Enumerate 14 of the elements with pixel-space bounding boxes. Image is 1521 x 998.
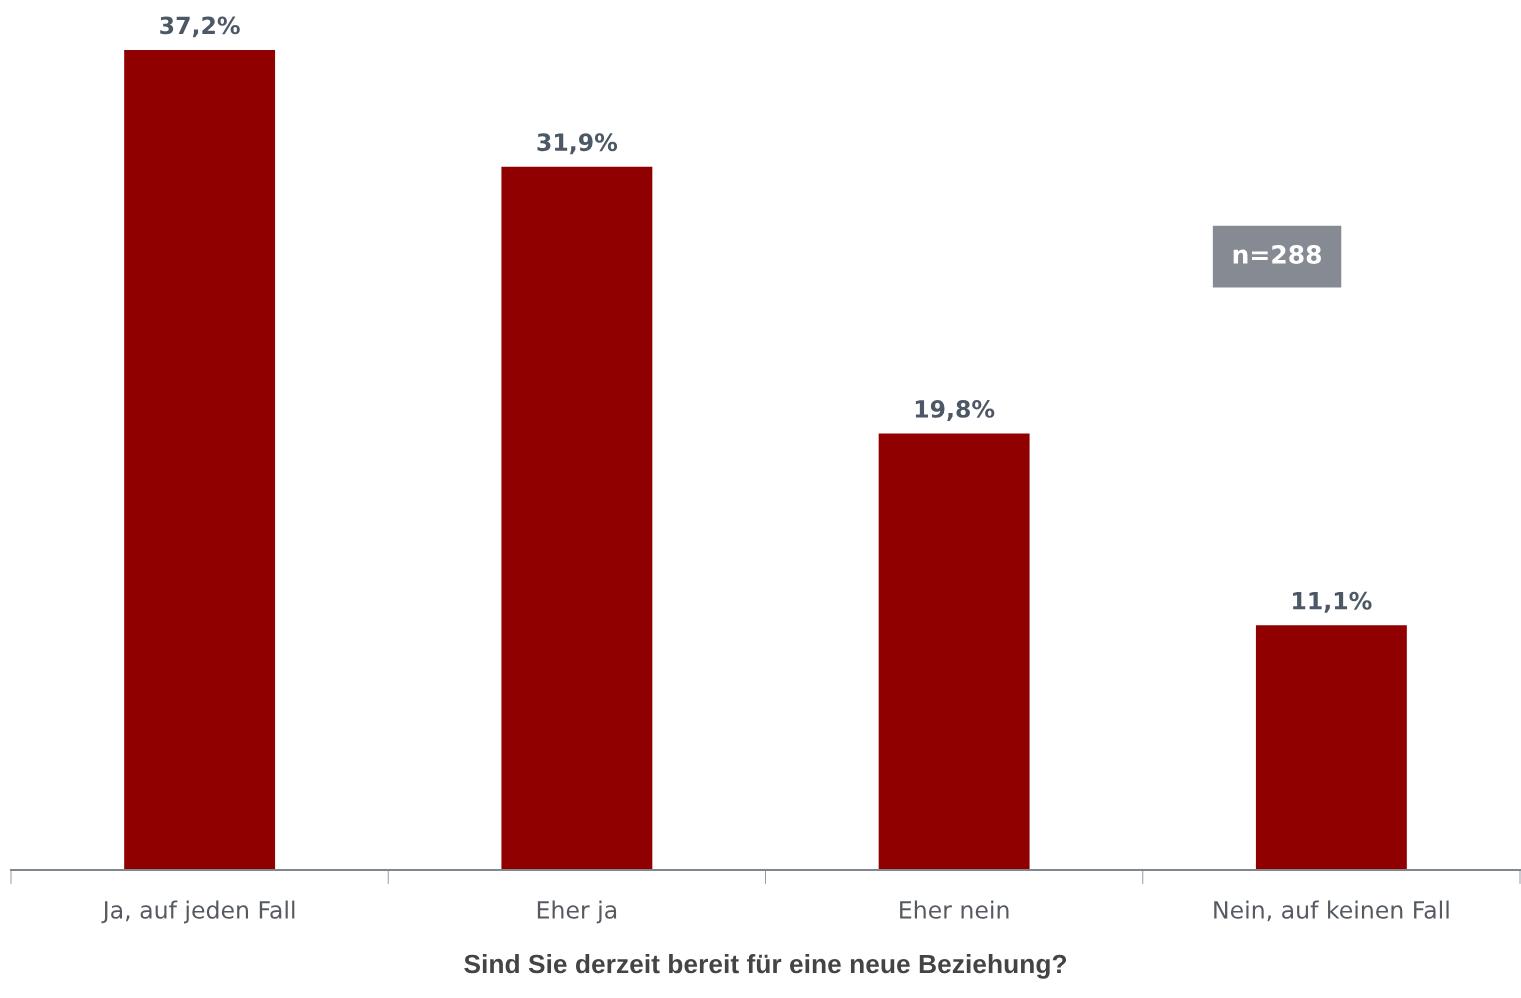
data-label: 19,8%	[915, 400, 995, 421]
data-label: 37,2%	[160, 16, 240, 38]
data-label: 11,1%	[1293, 591, 1372, 613]
x-axis-title: Sind Sie derzeit bereit für eine neue Beziehung?	[464, 953, 1067, 979]
x-tick-label: Eher nein	[900, 900, 1009, 919]
x-tick-label: Ja, auf jeden Fall	[101, 900, 295, 924]
bar	[878, 433, 1030, 870]
data-label: 31,9%	[537, 133, 618, 155]
bar	[1255, 625, 1407, 870]
bar	[501, 166, 653, 870]
annotation: n=288	[1233, 244, 1321, 264]
x-tick-label: Eher ja	[537, 900, 617, 924]
bar	[124, 50, 276, 870]
x-tick-label: Nein, auf keinen Fall	[1214, 900, 1449, 922]
